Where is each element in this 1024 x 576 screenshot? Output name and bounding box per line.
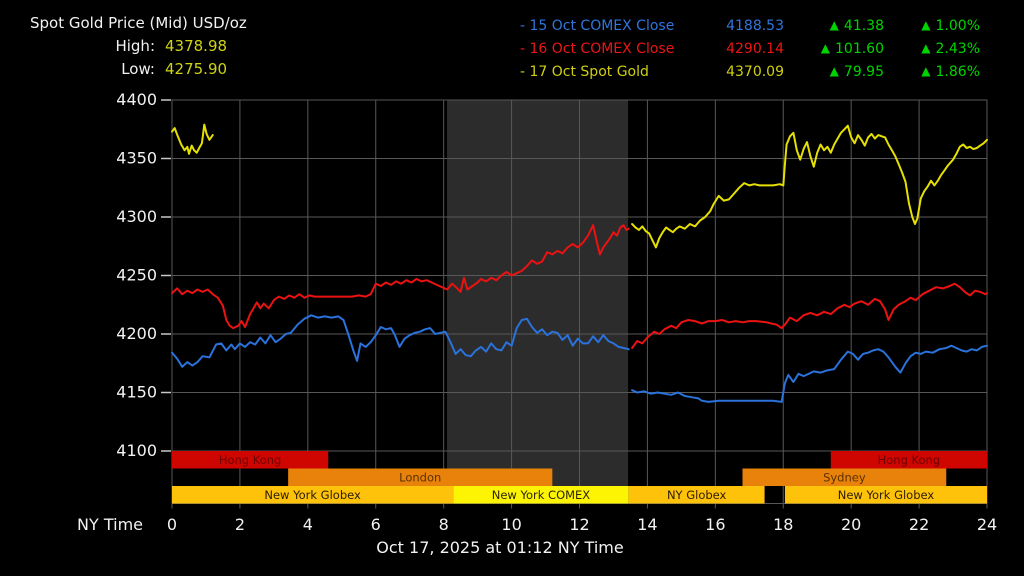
high-value: 4378.98 xyxy=(165,37,228,55)
legend-series-label: - 17 Oct Spot Gold xyxy=(520,64,649,80)
y-axis-label: 4300 xyxy=(116,207,157,226)
session-bar-new-york-globex xyxy=(784,486,987,504)
page-title: Spot Gold Price (Mid) USD/oz xyxy=(30,14,247,32)
legend-row-3: - 17 Oct Spot Gold 4370.09 ▲ 79.95 ▲ 1.86% xyxy=(520,61,980,84)
x-axis-label: 18 xyxy=(773,515,793,534)
y-axis-label: 4100 xyxy=(116,441,157,460)
up-triangle-icon: ▲ xyxy=(829,64,839,78)
legend-row-2: - 16 Oct COMEX Close 4290.14 ▲ 101.60 ▲ 2.43% xyxy=(520,38,980,61)
x-axis-title: NY Time xyxy=(77,515,143,534)
session-bar-ny-globex xyxy=(628,486,765,504)
session-bar-hong-kong xyxy=(830,451,987,469)
session-bar-new-york-globex xyxy=(172,486,454,504)
chart-header: Spot Gold Price (Mid) USD/oz High: 4378.… xyxy=(30,14,247,78)
legend-series-label: - 15 Oct COMEX Close xyxy=(520,18,675,34)
x-axis-label: 16 xyxy=(705,515,725,534)
timestamp-caption: Oct 17, 2025 at 01:12 NY Time xyxy=(376,538,624,557)
legend-series-value: 4188.53 xyxy=(726,18,784,34)
session-bar-label: New York Globex xyxy=(838,488,935,502)
x-axis-label: 24 xyxy=(977,515,997,534)
x-axis-label: 10 xyxy=(501,515,521,534)
up-triangle-icon: ▲ xyxy=(921,64,931,78)
legend-series-change: ▲ 41.38 xyxy=(784,15,884,38)
high-label: High: xyxy=(115,37,155,55)
x-axis-label: 4 xyxy=(303,515,313,534)
price-line-17-oct-spot-gold xyxy=(171,123,214,155)
up-triangle-icon: ▲ xyxy=(921,41,931,55)
session-bar-label: NY Globex xyxy=(667,488,727,502)
x-axis-label: 12 xyxy=(569,515,589,534)
high-row: High: 4378.98 xyxy=(30,37,247,55)
comex-session-band xyxy=(447,100,629,504)
x-axis-label: 0 xyxy=(167,515,177,534)
legend-series-change-pct: ▲ 1.86% xyxy=(884,61,980,84)
y-axis-label: 4250 xyxy=(116,266,157,285)
price-line-15-oct-comex-close xyxy=(171,314,630,368)
session-bar-label: Sydney xyxy=(823,471,866,485)
legend-series-change-pct: ▲ 1.00% xyxy=(884,15,980,38)
x-axis-label: 22 xyxy=(909,515,929,534)
y-axis-label: 4350 xyxy=(116,149,157,168)
price-line-17-oct-spot-gold xyxy=(631,124,988,249)
legend-series-change: ▲ 79.95 xyxy=(784,61,884,84)
session-bar-hong-kong xyxy=(172,451,329,469)
low-row: Low: 4275.90 xyxy=(30,60,247,78)
up-triangle-icon: ▲ xyxy=(829,18,839,32)
legend-series-change: ▲ 101.60 xyxy=(784,38,884,61)
x-axis-label: 14 xyxy=(637,515,657,534)
y-axis-label: 4150 xyxy=(116,383,157,402)
x-axis-label: 2 xyxy=(235,515,245,534)
legend-row-1: - 15 Oct COMEX Close 4188.53 ▲ 41.38 ▲ 1.00% xyxy=(520,15,980,38)
legend-series-change-pct: ▲ 2.43% xyxy=(884,38,980,61)
legend-series-value: 4290.14 xyxy=(726,41,784,57)
x-axis-label: 6 xyxy=(371,515,381,534)
session-bar-label: Hong Kong xyxy=(878,453,941,467)
legend-series-label: - 16 Oct COMEX Close xyxy=(520,41,675,57)
session-bar-label: New York COMEX xyxy=(492,488,591,502)
x-axis-label: 8 xyxy=(439,515,449,534)
price-line-16-oct-comex-close xyxy=(171,224,630,330)
y-axis-label: 4200 xyxy=(116,324,157,343)
session-bar-label: London xyxy=(399,471,441,485)
up-triangle-icon: ▲ xyxy=(820,41,830,55)
session-bar-new-york-comex xyxy=(453,486,629,504)
price-line-15-oct-comex-close xyxy=(631,344,988,403)
legend-series-value: 4370.09 xyxy=(726,64,784,80)
up-triangle-icon: ▲ xyxy=(921,18,931,32)
session-bar-london xyxy=(288,468,553,486)
session-bar-label: New York Globex xyxy=(264,488,361,502)
price-line-16-oct-comex-close xyxy=(631,282,988,349)
x-axis-label: 20 xyxy=(841,515,861,534)
low-label: Low: xyxy=(121,60,155,78)
session-bar-sydney xyxy=(742,468,947,486)
session-bar-label: Hong Kong xyxy=(219,453,282,467)
y-axis-label: 4400 xyxy=(116,90,157,109)
legend: - 15 Oct COMEX Close 4188.53 ▲ 41.38 ▲ 1.00% -… xyxy=(520,15,980,84)
low-value: 4275.90 xyxy=(165,60,228,78)
